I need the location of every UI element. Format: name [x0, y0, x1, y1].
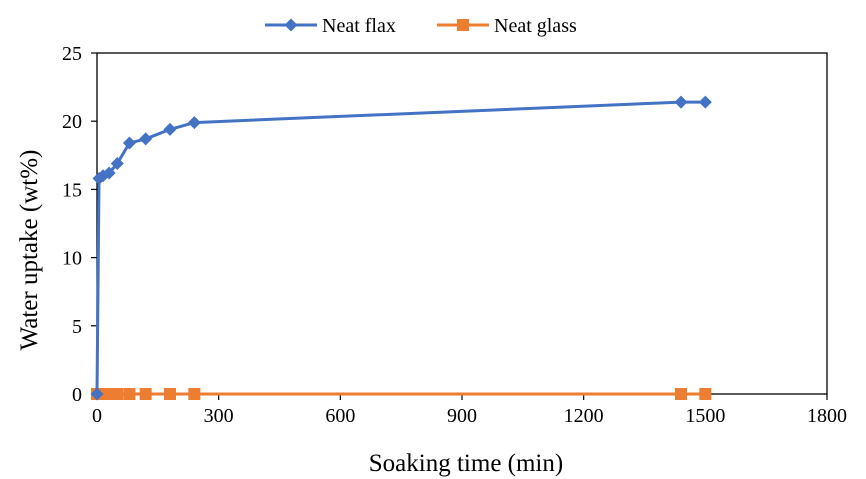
y-tick-label: 15 — [62, 179, 82, 201]
neat-flax-series — [90, 95, 712, 401]
x-tick-label: 0 — [92, 405, 102, 427]
neat-flax-marker — [102, 166, 116, 180]
x-tick-label: 1500 — [685, 405, 725, 427]
neat-glass-marker — [675, 388, 687, 400]
neat-flax-marker — [122, 136, 136, 150]
x-tick-label: 300 — [204, 405, 234, 427]
y-tick-label: 0 — [72, 384, 82, 406]
legend-label: Neat flax — [322, 15, 396, 37]
legend: Neat flax Neat glass — [265, 15, 577, 37]
plot-area-border — [96, 52, 828, 395]
neat-flax-marker — [110, 156, 124, 170]
neat-glass-series — [91, 388, 712, 400]
neat-flax-marker — [698, 95, 712, 109]
legend-marker — [457, 19, 469, 31]
y-tick-label: 10 — [62, 248, 82, 270]
x-tick-label: 900 — [447, 405, 477, 427]
neat-flax-marker — [163, 122, 177, 136]
neat-flax-marker — [187, 116, 201, 130]
x-tick-label: 1800 — [807, 405, 847, 427]
y-axis-title: Water uptake (wt%) — [16, 150, 43, 351]
neat-glass-marker — [164, 388, 176, 400]
legend-marker — [284, 18, 298, 32]
x-axis-title: Soaking time (min) — [369, 450, 563, 477]
neat-glass-marker — [111, 388, 124, 400]
neat-flax-marker — [90, 387, 104, 401]
y-tick-label: 5 — [72, 316, 82, 338]
neat-flax-marker — [139, 132, 153, 146]
neat-glass-marker — [188, 388, 201, 400]
x-tick-label: 1200 — [564, 405, 604, 427]
neat-glass-marker — [139, 388, 152, 400]
legend-label: Neat glass — [494, 15, 577, 37]
legend-item-neat-glass: Neat glass — [437, 15, 577, 37]
neat-flax-line — [95, 100, 706, 395]
x-tick-label: 600 — [325, 405, 355, 427]
y-tick-label: 25 — [62, 43, 82, 65]
neat-glass-marker — [123, 388, 136, 400]
neat-glass-marker — [699, 388, 712, 400]
neat-flax-marker — [674, 95, 688, 109]
y-tick-label: 20 — [62, 111, 82, 133]
legend-item-neat-flax: Neat flax — [265, 15, 396, 37]
